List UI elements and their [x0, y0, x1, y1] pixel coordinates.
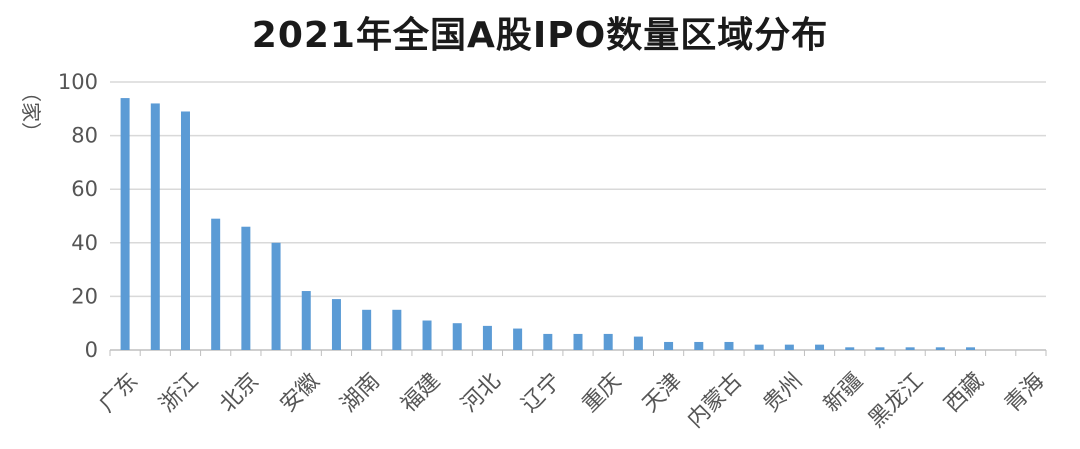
gridlines	[109, 81, 1047, 356]
x-category-label: 浙江	[155, 369, 204, 418]
bar	[845, 347, 855, 350]
bar	[694, 341, 704, 350]
bars	[120, 98, 976, 350]
bar	[603, 333, 613, 350]
bar	[241, 226, 251, 350]
bar	[301, 291, 311, 350]
bar	[422, 320, 432, 350]
bar	[966, 347, 976, 350]
bar	[513, 328, 523, 350]
bar	[452, 323, 462, 350]
bar	[905, 347, 915, 350]
y-tick-label: 0	[85, 338, 98, 362]
bar	[724, 341, 734, 350]
bar	[362, 309, 372, 350]
x-category-label: 河北	[457, 369, 506, 418]
bar	[754, 344, 764, 350]
bar	[331, 299, 341, 350]
y-axis-label: （家）	[19, 82, 43, 142]
x-category-label: 福建	[396, 369, 445, 418]
x-category-label: 内蒙古	[683, 369, 747, 433]
x-category-label: 贵州	[759, 369, 808, 418]
chart-title: 2021年全国A股IPO数量区域分布	[251, 15, 829, 56]
y-axis-ticks: 0 20 40 60 80 100	[58, 70, 98, 362]
x-category-label: 西藏	[940, 369, 989, 418]
x-category-label: 湖南	[336, 369, 385, 418]
bar	[935, 347, 945, 350]
bar	[875, 347, 885, 350]
bar	[180, 111, 190, 350]
y-tick-label: 20	[71, 284, 98, 308]
bar	[392, 309, 402, 350]
x-category-label: 黑龙江	[864, 369, 928, 433]
y-tick-label: 100	[58, 70, 98, 94]
bar	[784, 344, 794, 350]
bar	[543, 333, 553, 350]
bar	[664, 341, 674, 350]
bar	[573, 333, 583, 350]
x-category-label: 辽宁	[517, 369, 566, 418]
x-category-label: 新疆	[819, 369, 868, 418]
x-category-label: 青海	[1000, 369, 1049, 418]
bar	[150, 103, 160, 350]
y-tick-label: 60	[71, 177, 98, 201]
bar	[815, 344, 825, 350]
x-category-label: 广东	[95, 369, 144, 418]
x-category-label: 天津	[638, 369, 687, 418]
bar	[633, 336, 643, 350]
bar	[271, 242, 281, 350]
y-tick-label: 80	[71, 124, 98, 148]
x-category-label: 北京	[215, 369, 264, 418]
y-tick-label: 40	[71, 231, 98, 255]
bar	[482, 325, 492, 350]
x-category-label: 重庆	[578, 369, 627, 418]
bar	[120, 98, 130, 350]
bar	[211, 218, 221, 350]
x-category-label: 安徽	[276, 369, 325, 418]
